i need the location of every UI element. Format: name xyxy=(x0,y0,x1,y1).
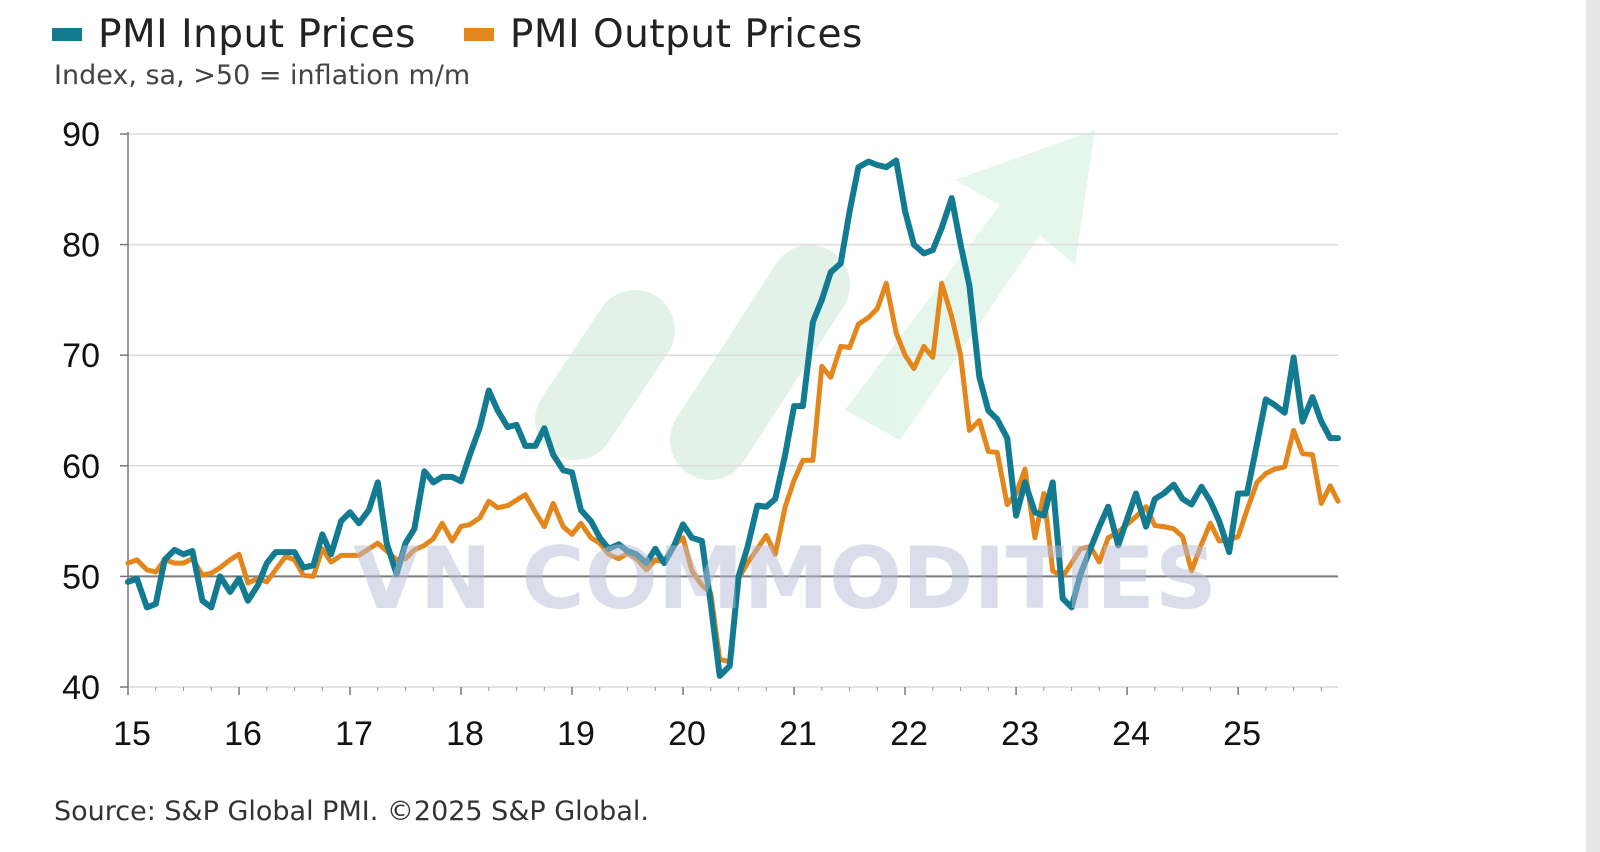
legend-label-input-prices: PMI Input Prices xyxy=(98,12,416,57)
y-tick-label-60: 60 xyxy=(62,448,100,486)
legend-item-input-prices: PMI Input Prices xyxy=(52,12,416,57)
x-tick-label-20: 20 xyxy=(668,715,706,753)
chart-source: Source: S&P Global PMI. ©2025 S&P Global… xyxy=(54,796,649,827)
chart-grid xyxy=(128,133,1338,688)
x-tick-label-21: 21 xyxy=(779,715,817,753)
x-tick-label-23: 23 xyxy=(1001,715,1039,753)
chart-subtitle: Index, sa, >50 = inflation m/m xyxy=(54,60,471,91)
x-tick-label-16: 16 xyxy=(224,715,262,753)
y-axis: 40 50 60 70 80 90 xyxy=(62,116,129,707)
legend-swatch-output-prices xyxy=(463,28,494,41)
x-tick-label-18: 18 xyxy=(446,715,484,753)
y-tick-label-70: 70 xyxy=(62,337,100,375)
x-tick-label-24: 24 xyxy=(1112,715,1150,753)
legend-swatch-input-prices xyxy=(52,28,82,41)
series-line-input-prices xyxy=(125,157,1341,679)
x-tick-label-15: 15 xyxy=(113,715,151,753)
chart-series xyxy=(125,157,1341,679)
watermark-arrow-graphic xyxy=(535,130,1095,480)
chart-legend: PMI Input Prices PMI Output Prices xyxy=(52,12,911,57)
y-tick-label-80: 80 xyxy=(62,227,100,265)
y-tick-label-90: 90 xyxy=(62,116,100,154)
y-tick-label-50: 50 xyxy=(62,558,100,596)
watermark-text: VN COMMODITIES xyxy=(353,529,1217,629)
legend-item-output-prices: PMI Output Prices xyxy=(463,12,863,57)
x-tick-label-17: 17 xyxy=(335,715,373,753)
x-tick-label-25: 25 xyxy=(1223,715,1261,753)
x-tick-label-22: 22 xyxy=(890,715,928,753)
right-edge-strip xyxy=(1586,0,1600,852)
x-tick-label-19: 19 xyxy=(557,715,595,753)
x-axis: 15 16 17 18 19 20 21 22 23 24 25 xyxy=(113,687,1322,753)
legend-label-output-prices: PMI Output Prices xyxy=(509,12,863,57)
y-tick-label-40: 40 xyxy=(62,669,100,707)
